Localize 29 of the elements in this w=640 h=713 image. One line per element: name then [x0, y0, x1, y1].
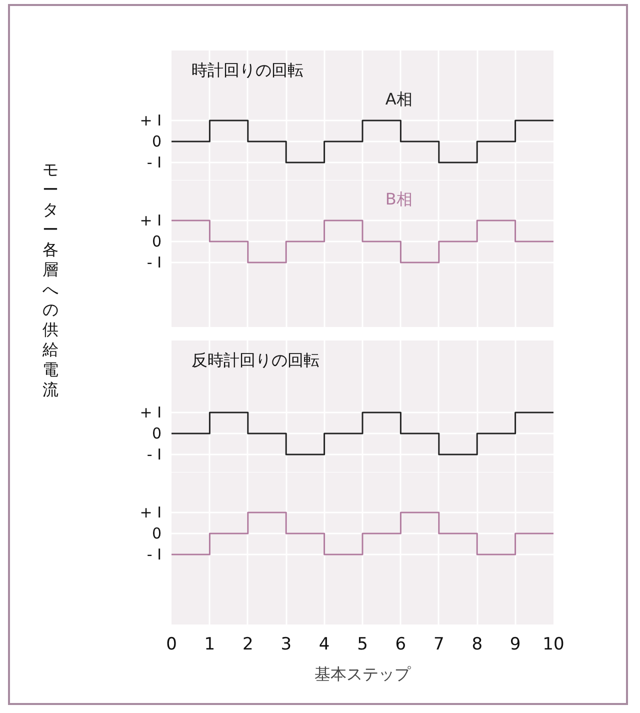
text: - I	[146, 154, 162, 172]
x-tick-label: 1	[204, 634, 216, 654]
text: 0	[152, 132, 162, 150]
text: + I	[140, 504, 162, 522]
x-tick-label: 4	[318, 634, 330, 654]
x-tick-label: 5	[357, 634, 368, 654]
text: + I	[140, 404, 162, 422]
text: - I	[146, 546, 162, 564]
chart-title: 時計回りの回転	[192, 60, 304, 80]
x-tick-label: 2	[242, 634, 254, 654]
series-label: A相	[385, 90, 412, 108]
text: 0	[152, 424, 162, 442]
text: - I	[146, 254, 162, 272]
x-tick-label: 6	[395, 634, 406, 654]
text: モーター各層への供給電流	[42, 160, 58, 399]
x-tick-label: 7	[433, 634, 444, 654]
series-label: B相	[385, 190, 412, 208]
text: + I	[140, 212, 162, 230]
x-tick-label: 3	[280, 634, 292, 654]
text: 0	[152, 232, 162, 250]
text: + I	[140, 112, 162, 130]
text: 0	[152, 524, 162, 542]
text: - I	[146, 446, 162, 464]
x-tick-label: 10	[542, 634, 564, 654]
x-tick-label: 8	[472, 634, 483, 654]
x-tick-label: 0	[166, 634, 177, 654]
x-tick-label: 9	[510, 634, 521, 654]
chart-title: 反時計回りの回転	[192, 350, 320, 370]
x-axis-title: 基本ステップ	[314, 664, 412, 684]
